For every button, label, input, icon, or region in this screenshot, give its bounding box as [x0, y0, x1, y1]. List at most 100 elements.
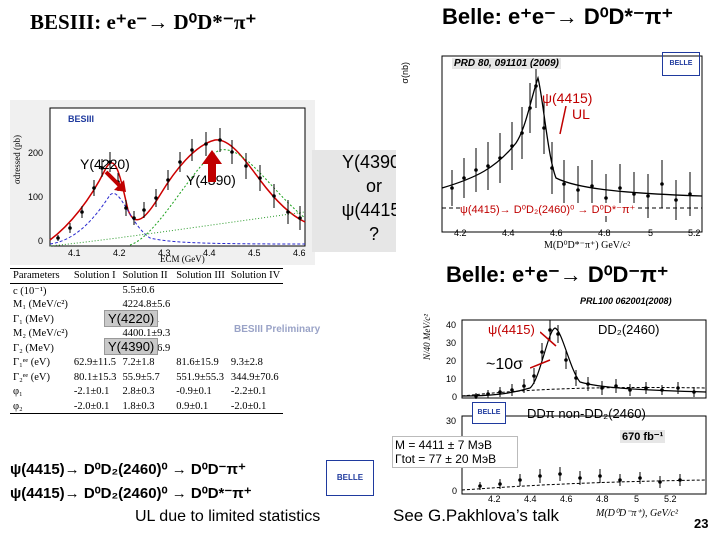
belle-top-decay: ψ(4415)→ D⁰D₂(2460)⁰ → D⁰D*⁻π⁺	[460, 203, 636, 216]
belle-mid-ytick: 30	[446, 338, 457, 348]
table-cell: 62.9±11.5	[73, 357, 117, 369]
table-cell: 5.5±0.6	[122, 285, 155, 296]
belle-mid-ytick: 0	[452, 486, 458, 496]
arrow-psi-mid-icon	[540, 331, 557, 347]
belle-top-ylabel: σ(nb)	[400, 62, 410, 84]
table-cell	[71, 283, 120, 298]
table-cell: φ₂	[10, 399, 71, 414]
table-cell: 81.6±15.9	[176, 357, 219, 369]
table-cell	[173, 312, 228, 327]
belle-mid-xlabel: M(D⁰D⁻π⁺), GeV/c²	[596, 508, 678, 519]
table-row: φ₁ -2.1±0.1 2.8±0.3 -0.9±0.1 -2.2±0.1	[10, 385, 283, 400]
belle-mid-ytick: 0	[452, 392, 458, 402]
arrow-significance-icon	[530, 359, 551, 369]
belle-top-xtick: 4.6	[550, 228, 563, 238]
belle-mid-xtick: 4.8	[596, 494, 609, 504]
label-dd2-2460: DD₂(2460)	[598, 322, 660, 337]
table-cell: 4400.1±9.3	[122, 328, 171, 340]
table-cell	[173, 327, 228, 342]
belle-mid-ytick: 10	[446, 374, 457, 384]
label-psi4415-mid: ψ(4415)	[488, 322, 535, 337]
see-talk: See G.Pakhlova’s talk	[393, 506, 559, 525]
parameter-table: Parameters Solution I Solution II Soluti…	[10, 268, 284, 414]
belle-top-xtick: 5	[648, 228, 654, 238]
table-cell: Γ₂ (MeV)	[13, 342, 54, 354]
arrow-y4390-icon	[202, 150, 222, 182]
table-cell: -2.0±0.1	[70, 399, 120, 414]
table-cell: 55.9±5.7	[122, 371, 160, 383]
belle-top-xtick: 4.2	[454, 228, 467, 238]
belle-mid-title: Belle: e⁺e⁻→ D⁰D⁻π⁺	[446, 262, 669, 287]
question-line-2: or	[365, 176, 382, 196]
label-ul: UL	[572, 106, 590, 122]
tag-y4390: Y(4390)	[104, 338, 159, 355]
belle-logo-top: BELLE	[662, 52, 700, 76]
fit-mass: M = 4411 ± 7 МэВ	[395, 438, 492, 452]
page-number: 23	[694, 516, 709, 531]
belle-top-xtick: 4.4	[502, 228, 515, 238]
table-cell	[228, 283, 283, 298]
ul-note: UL due to limited statistics	[135, 508, 321, 525]
besiii-preliminary: BESIII Preliminary	[234, 324, 321, 335]
besiii-ytick: 0	[38, 236, 44, 246]
belle-top-plot: σ(nb) PRD 80, 091101 (2009) BELLE 4.2 4.…	[396, 38, 708, 260]
table-cell	[173, 298, 228, 313]
label-y4220: Y(4220)	[80, 156, 130, 172]
table-header: Solution IV	[227, 268, 284, 284]
table-cell: -2.1±0.1	[73, 386, 110, 398]
table-header: Solution III	[173, 268, 228, 284]
luminosity-label: 670 fb⁻¹	[620, 430, 666, 443]
table-cell: -2.0±0.1	[227, 399, 284, 414]
table-row: Γ₁ᵉᵉ (eV) 62.9±11.5 7.2±1.8 81.6±15.9 9.3±2.…	[10, 356, 283, 371]
besiii-xtick: 4.2	[113, 248, 126, 258]
belle-mid-xtick: 4.4	[524, 494, 537, 504]
belle-mid-ytick: 30	[446, 416, 457, 426]
belle-logo-bottom: BELLE	[326, 460, 374, 496]
arrow-ul-icon	[559, 106, 567, 135]
besiii-cross-section-plot: σdressed (pb) 0 100 200 4.1 4.2 4.3 4.4 …	[10, 100, 315, 265]
table-cell: c (10⁻¹)	[13, 285, 47, 297]
besiii-xtick: 4.3	[158, 248, 171, 258]
question-line-4: ?	[368, 224, 379, 244]
table-cell: 2.8±0.3	[122, 386, 155, 398]
question-line-1: Y(4390)	[341, 152, 407, 172]
belle-top-title: Belle: e⁺e⁻→ D⁰D*⁻π⁺	[442, 4, 674, 29]
belle-logo-mid: BELLE	[472, 402, 506, 424]
belle-mid-xtick: 5.2	[664, 494, 677, 504]
belle-mid-ytick: 20	[446, 356, 457, 366]
parameter-table-panel: Parameters Solution I Solution II Soluti…	[10, 268, 335, 416]
table-cell: φ₁	[13, 386, 23, 398]
table-cell: 4224.8±5.6	[122, 299, 171, 311]
fit-result-box: M = 4411 ± 7 МэВ Γtot = 77 ± 20 МэВ	[392, 436, 518, 468]
belle-mid-plot: N/40 MeV/c² 0 10 20 30 40 0 30 4.2 4.4 4…	[420, 290, 708, 508]
table-cell: 80.1±15.3	[73, 371, 117, 383]
question-line-3: ψ(4415)	[341, 200, 407, 220]
significance-label: ~10σ	[486, 356, 524, 373]
table-cell: M₂ (MeV/c²)	[13, 328, 68, 340]
label-psi4415-top: ψ(4415)	[542, 90, 593, 106]
table-header: Solution II	[119, 268, 174, 284]
arrow-y4220-icon	[104, 170, 126, 192]
table-cell: 9.3±2.8	[230, 357, 263, 369]
table-cell	[173, 341, 228, 356]
table-row: c (10⁻¹) 5.5±0.6	[10, 283, 283, 298]
components-label: DDπ non-DD₂(2460)	[527, 406, 646, 421]
tag-y4220: Y(4220)	[104, 310, 159, 327]
besiii-ytick: 200	[28, 148, 44, 158]
table-cell: 0.9±0.1	[173, 399, 228, 414]
besiii-xlabel: ECM (GeV)	[160, 254, 205, 264]
decay-line-2: ψ(4415)→ D⁰D₂(2460)⁰ → D⁰D*⁻π⁺	[10, 485, 252, 502]
table-cell: M₁ (MeV/c²)	[13, 299, 68, 311]
table-cell: -2.2±0.1	[230, 386, 267, 398]
belle-mid-ytick: 40	[446, 320, 457, 330]
belle-mid-xtick: 5	[634, 494, 640, 504]
belle-top-xtick: 4.8	[598, 228, 611, 238]
besiii-logo: BESIII	[68, 114, 95, 124]
table-cell	[228, 298, 283, 313]
table-header: Parameters	[10, 268, 71, 284]
table-row: φ₂ -2.0±0.1 1.8±0.3 0.9±0.1 -2.0±0.1	[10, 399, 284, 414]
belle-mid-ylabel: N/40 MeV/c²	[422, 314, 432, 360]
table-cell	[228, 341, 283, 356]
besiii-title: BESIII: e⁺e⁻→ D⁰D*⁻π⁺	[30, 10, 257, 34]
table-row: M₂ (MeV/c²) 4400.1±9.3	[10, 327, 283, 342]
